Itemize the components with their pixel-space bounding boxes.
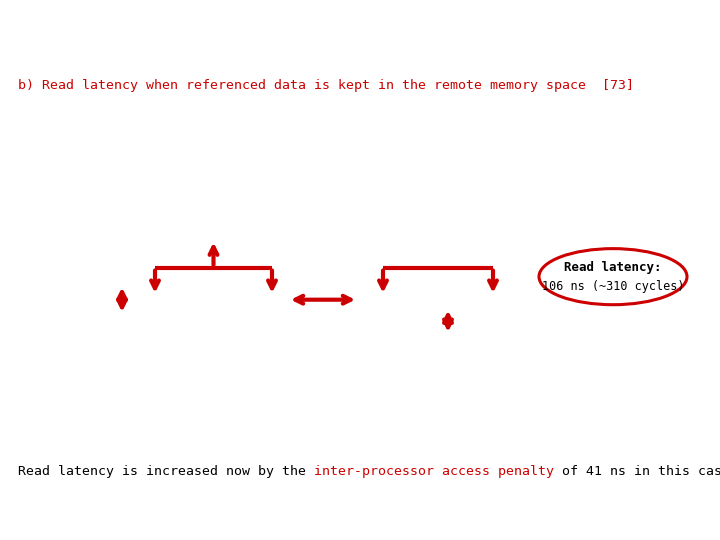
Text: b) Read latency when referenced data is kept in the remote memory space  [73]: b) Read latency when referenced data is … [18, 79, 634, 92]
Text: 1.4 Multiprocessor server platforms classified according to their memory arch. (: 1.4 Multiprocessor server platforms clas… [0, 22, 720, 37]
Text: of 41 ns in this case.: of 41 ns in this case. [554, 465, 720, 478]
Text: 106 ns (~310 cycles): 106 ns (~310 cycles) [541, 280, 684, 293]
Text: Read latency:: Read latency: [564, 261, 662, 274]
Text: inter-processor access penalty: inter-processor access penalty [314, 465, 554, 478]
Text: Read latency is increased now by the: Read latency is increased now by the [18, 465, 314, 478]
